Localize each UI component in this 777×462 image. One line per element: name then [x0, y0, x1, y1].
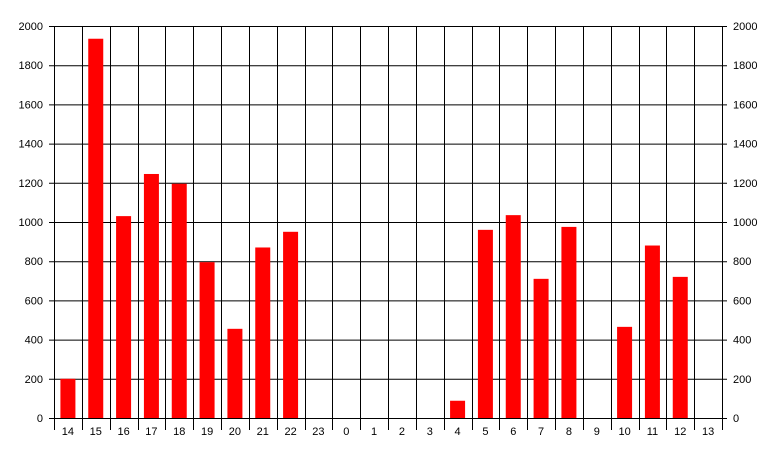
x-axis-labels: 14 15 16 17 18 19 20 21 22 23 0 1 2 3 4 5 6 7 8 9 10 11 12 13 — [62, 426, 714, 438]
y-tick-label-left: 1400 — [19, 139, 43, 151]
x-tick-label: 11 — [647, 426, 658, 438]
y-tick-label-left: 800 — [25, 256, 43, 268]
y-tick-label-right: 0 — [733, 413, 739, 425]
y-tick-label-right: 1800 — [733, 60, 757, 72]
x-tick-label: 2 — [399, 426, 405, 438]
y-tick-label-right: 1000 — [733, 217, 757, 229]
x-tick-label: 16 — [117, 426, 129, 438]
bar-15 — [88, 38, 104, 419]
y-tick-label-left: 1200 — [19, 178, 43, 190]
bar-20 — [227, 328, 243, 418]
x-tick-label: 7 — [538, 426, 544, 438]
y-tick-label-left: 400 — [25, 335, 43, 347]
bar-11 — [644, 245, 660, 418]
y-axis-left-labels: 0 200 400 600 800 1000 1200 1400 1600 1800 2000 — [19, 21, 43, 425]
bar-8 — [561, 226, 577, 418]
bar-4 — [450, 400, 466, 418]
x-tick-label: 20 — [229, 426, 241, 438]
y-tick-label-left: 2000 — [19, 21, 43, 33]
bar-16 — [116, 216, 132, 418]
y-tick-label-right: 800 — [733, 256, 751, 268]
x-tick-label: 8 — [566, 426, 572, 438]
x-tick-label: 22 — [284, 426, 296, 438]
x-tick-label: 14 — [62, 426, 74, 438]
x-tick-label: 23 — [312, 426, 324, 438]
y-tick-label-right: 1400 — [733, 139, 757, 151]
bar-21 — [255, 247, 271, 418]
y-axis-right-labels: 0 200 400 600 800 1000 1200 1400 1600 1800 2000 — [733, 21, 757, 425]
bar-19 — [199, 262, 215, 418]
y-tick-label-left: 1600 — [19, 99, 43, 111]
y-tick-label-right: 1600 — [733, 99, 757, 111]
bar-17 — [143, 173, 159, 418]
x-tick-label: 5 — [482, 426, 488, 438]
x-tick-label: 15 — [90, 426, 102, 438]
y-tick-label-left: 600 — [25, 295, 43, 307]
x-tick-label: 17 — [145, 426, 157, 438]
x-tick-label: 4 — [455, 426, 461, 438]
y-tick-label-right: 1200 — [733, 178, 757, 190]
x-tick-label: 21 — [257, 426, 269, 438]
bars — [60, 38, 688, 419]
x-tick-label: 12 — [674, 426, 686, 438]
bar-22 — [283, 231, 299, 418]
bar-6 — [505, 215, 521, 418]
x-tick-label: 13 — [702, 426, 714, 438]
y-tick-label-right: 200 — [733, 374, 751, 386]
x-tick-label: 3 — [427, 426, 433, 438]
x-tick-label: 6 — [510, 426, 516, 438]
bar-5 — [477, 229, 493, 418]
bar-12 — [672, 276, 688, 418]
y-tick-label-left: 1000 — [19, 217, 43, 229]
y-tick-label-right: 400 — [733, 335, 751, 347]
x-tick-label: 0 — [343, 426, 349, 438]
y-tick-label-right: 2000 — [733, 21, 757, 33]
x-tick-label: 19 — [201, 426, 213, 438]
bar-10 — [617, 326, 633, 418]
bar-7 — [533, 278, 549, 418]
x-tick-label: 9 — [594, 426, 600, 438]
y-tick-label-left: 200 — [25, 374, 43, 386]
bar-18 — [171, 183, 187, 418]
y-tick-label-left: 1800 — [19, 60, 43, 72]
grid-lines — [49, 26, 727, 430]
y-tick-label-right: 600 — [733, 295, 751, 307]
x-tick-label: 1 — [371, 426, 377, 438]
bar-14 — [60, 378, 76, 418]
y-tick-label-left: 0 — [37, 413, 43, 425]
x-tick-label: 18 — [173, 426, 185, 438]
x-tick-label: 10 — [618, 426, 630, 438]
